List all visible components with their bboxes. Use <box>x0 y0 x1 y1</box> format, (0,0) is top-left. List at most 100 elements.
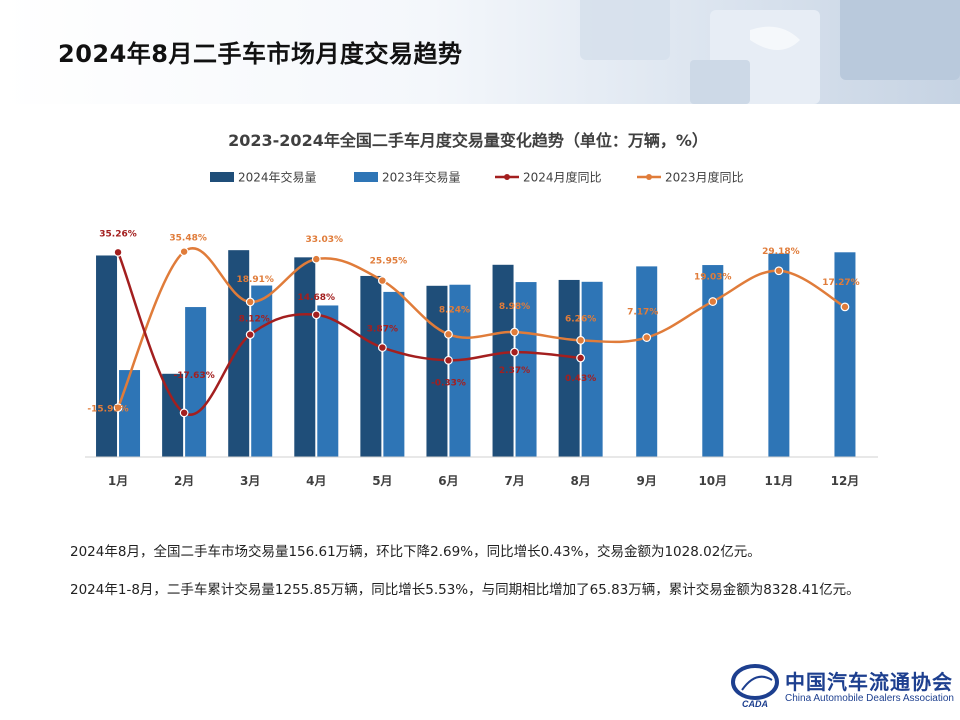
data-label-2023-3: 18.91% <box>236 275 274 285</box>
bar-2023-9 <box>636 266 658 457</box>
data-label-2023-10: 19.03% <box>694 273 732 283</box>
legend-item-4: 2023月度同比 <box>637 170 744 185</box>
bar-2024-2 <box>162 373 184 457</box>
bar-2023-8 <box>581 281 603 457</box>
x-tick-label: 8月 <box>570 474 590 488</box>
data-label-2024-5: 3.87% <box>367 325 398 335</box>
bar-2023-7 <box>515 282 537 457</box>
header-decoration <box>580 0 960 104</box>
point-2024-7 <box>510 347 519 357</box>
bar-2024-5 <box>360 275 382 457</box>
point-2023-4 <box>311 254 321 264</box>
bar-2023-5 <box>383 291 405 457</box>
point-2024-6 <box>444 355 453 365</box>
legend-label: 2023年交易量 <box>382 170 461 185</box>
data-label-2024-4: 14.68% <box>298 293 336 303</box>
legend-label: 2024年交易量 <box>238 170 317 185</box>
bar-2023-2 <box>185 307 207 457</box>
bar-2024-4 <box>294 257 316 457</box>
x-tick-label: 2月 <box>174 474 194 488</box>
legend-item-3: 2024月度同比 <box>495 170 602 185</box>
point-2024-8 <box>576 353 586 363</box>
x-tick-label: 1月 <box>108 474 128 488</box>
cada-logo-mark: CADA <box>731 664 779 709</box>
legend-label: 2024月度同比 <box>523 170 602 185</box>
data-label-2023-7: 8.98% <box>499 302 530 312</box>
bar-2023-4 <box>317 305 339 457</box>
point-2024-2 <box>179 408 189 418</box>
bar-2023-3 <box>251 285 273 457</box>
point-2023-2 <box>179 247 189 257</box>
legend-label: 2023月度同比 <box>665 170 744 185</box>
point-2023-5 <box>377 276 387 285</box>
data-label-2024-3: 8.12% <box>239 315 270 325</box>
data-label-2024-6: -0.33% <box>431 378 466 388</box>
bar-2023-11 <box>768 253 790 457</box>
data-label-2023-8: 6.26% <box>565 314 596 324</box>
data-label-2023-4: 33.03% <box>306 235 344 245</box>
chart: 2023-2024年全国二手车月度交易量变化趋势（单位：万辆，%） 2024年交… <box>85 131 878 488</box>
line-2023 <box>116 247 846 409</box>
logo-cn-name: 中国汽车流通协会 <box>785 670 953 694</box>
bar-2024-8 <box>558 279 580 457</box>
point-2023-12 <box>840 302 850 312</box>
x-tick-label: 6月 <box>438 474 458 488</box>
x-tick-label: 10月 <box>698 474 727 488</box>
data-label-2023-11: 29.18% <box>762 247 800 257</box>
data-label-2023-2: 35.48% <box>169 234 207 244</box>
x-tick-label: 9月 <box>637 474 657 488</box>
point-2023-3 <box>245 297 255 307</box>
summary-text: 2024年8月，全国二手车市场交易量156.61万辆，环比下降2.69%，同比增… <box>70 540 910 616</box>
data-label-2024-2: -17.63% <box>174 371 215 381</box>
point-2023-10 <box>708 297 718 306</box>
point-2023-11 <box>774 266 784 276</box>
x-tick-label: 5月 <box>372 474 392 488</box>
x-tick-label: 12月 <box>831 474 860 488</box>
point-2024-1 <box>113 247 123 257</box>
legend-marker <box>646 174 652 180</box>
header-band: 2024年8月二手车市场月度交易趋势 <box>0 0 960 104</box>
summary-paragraph-1: 2024年8月，全国二手车市场交易量156.61万辆，环比下降2.69%，同比增… <box>70 544 761 560</box>
legend-marker <box>504 174 510 180</box>
bar-2023-10 <box>702 265 724 457</box>
chart-legend: 2024年交易量 2023年交易量 2024月度同比 2023月度同比 <box>210 170 744 185</box>
point-2024-4 <box>311 310 321 320</box>
chart-title: 2023-2024年全国二手车月度交易量变化趋势（单位：万辆，%） <box>228 131 708 150</box>
logo-mark-text: CADA <box>742 699 768 709</box>
bar-2023-6 <box>449 284 471 457</box>
data-label-layer: -15.93% 35.48% 18.91% 33.03% 25.95% 8.24% 8.98… <box>87 229 859 414</box>
data-label-2023-5: 25.95% <box>370 257 408 267</box>
point-2023-9 <box>642 333 652 342</box>
point-2024-3 <box>245 330 255 340</box>
legend-item-1: 2024年交易量 <box>210 170 317 185</box>
bar-2024-1 <box>96 255 118 457</box>
point-2024-5 <box>377 343 387 352</box>
x-tick-label: 4月 <box>306 474 326 488</box>
logo-en-name: China Automobile Dealers Association <box>785 693 954 704</box>
data-label-2023-6: 8.24% <box>439 305 470 315</box>
data-label-2023-12: 17.27% <box>822 278 860 288</box>
x-tick-label: 3月 <box>240 474 260 488</box>
point-2023-6 <box>444 329 453 339</box>
x-tick-label: 11月 <box>765 474 794 488</box>
bar-2024-3 <box>228 250 250 457</box>
legend-item-2: 2023年交易量 <box>354 170 461 185</box>
data-label-2024-8: 0.43% <box>565 374 596 384</box>
legend-swatch <box>210 172 234 182</box>
bar-layer <box>96 250 856 457</box>
data-label-2024-7: 2.37% <box>499 366 530 376</box>
legend-swatch <box>354 172 378 182</box>
bar-2024-6 <box>426 285 448 457</box>
cada-logo: CADA 中国汽车流通协会 China Automobile Dealers A… <box>730 660 960 716</box>
data-label-2023-1: -15.93% <box>87 405 128 415</box>
page-title: 2024年8月二手车市场月度交易趋势 <box>58 40 463 68</box>
data-label-2024-1: 35.26% <box>99 229 137 239</box>
point-2023-1 <box>113 403 123 413</box>
summary-paragraph-2: 2024年1-8月，二手车累计交易量1255.85万辆，同比增长5.53%，与同… <box>70 582 860 598</box>
point-2023-8 <box>576 335 586 345</box>
point-2023-7 <box>510 327 519 337</box>
x-axis-ticks: 1月 2月 3月 4月 5月 6月 7月 8月 9月 10月 11月 12月 <box>108 474 859 488</box>
bar-2024-7 <box>492 264 514 457</box>
line-layer <box>113 247 850 418</box>
data-label-2023-9: 7.17% <box>627 308 658 318</box>
